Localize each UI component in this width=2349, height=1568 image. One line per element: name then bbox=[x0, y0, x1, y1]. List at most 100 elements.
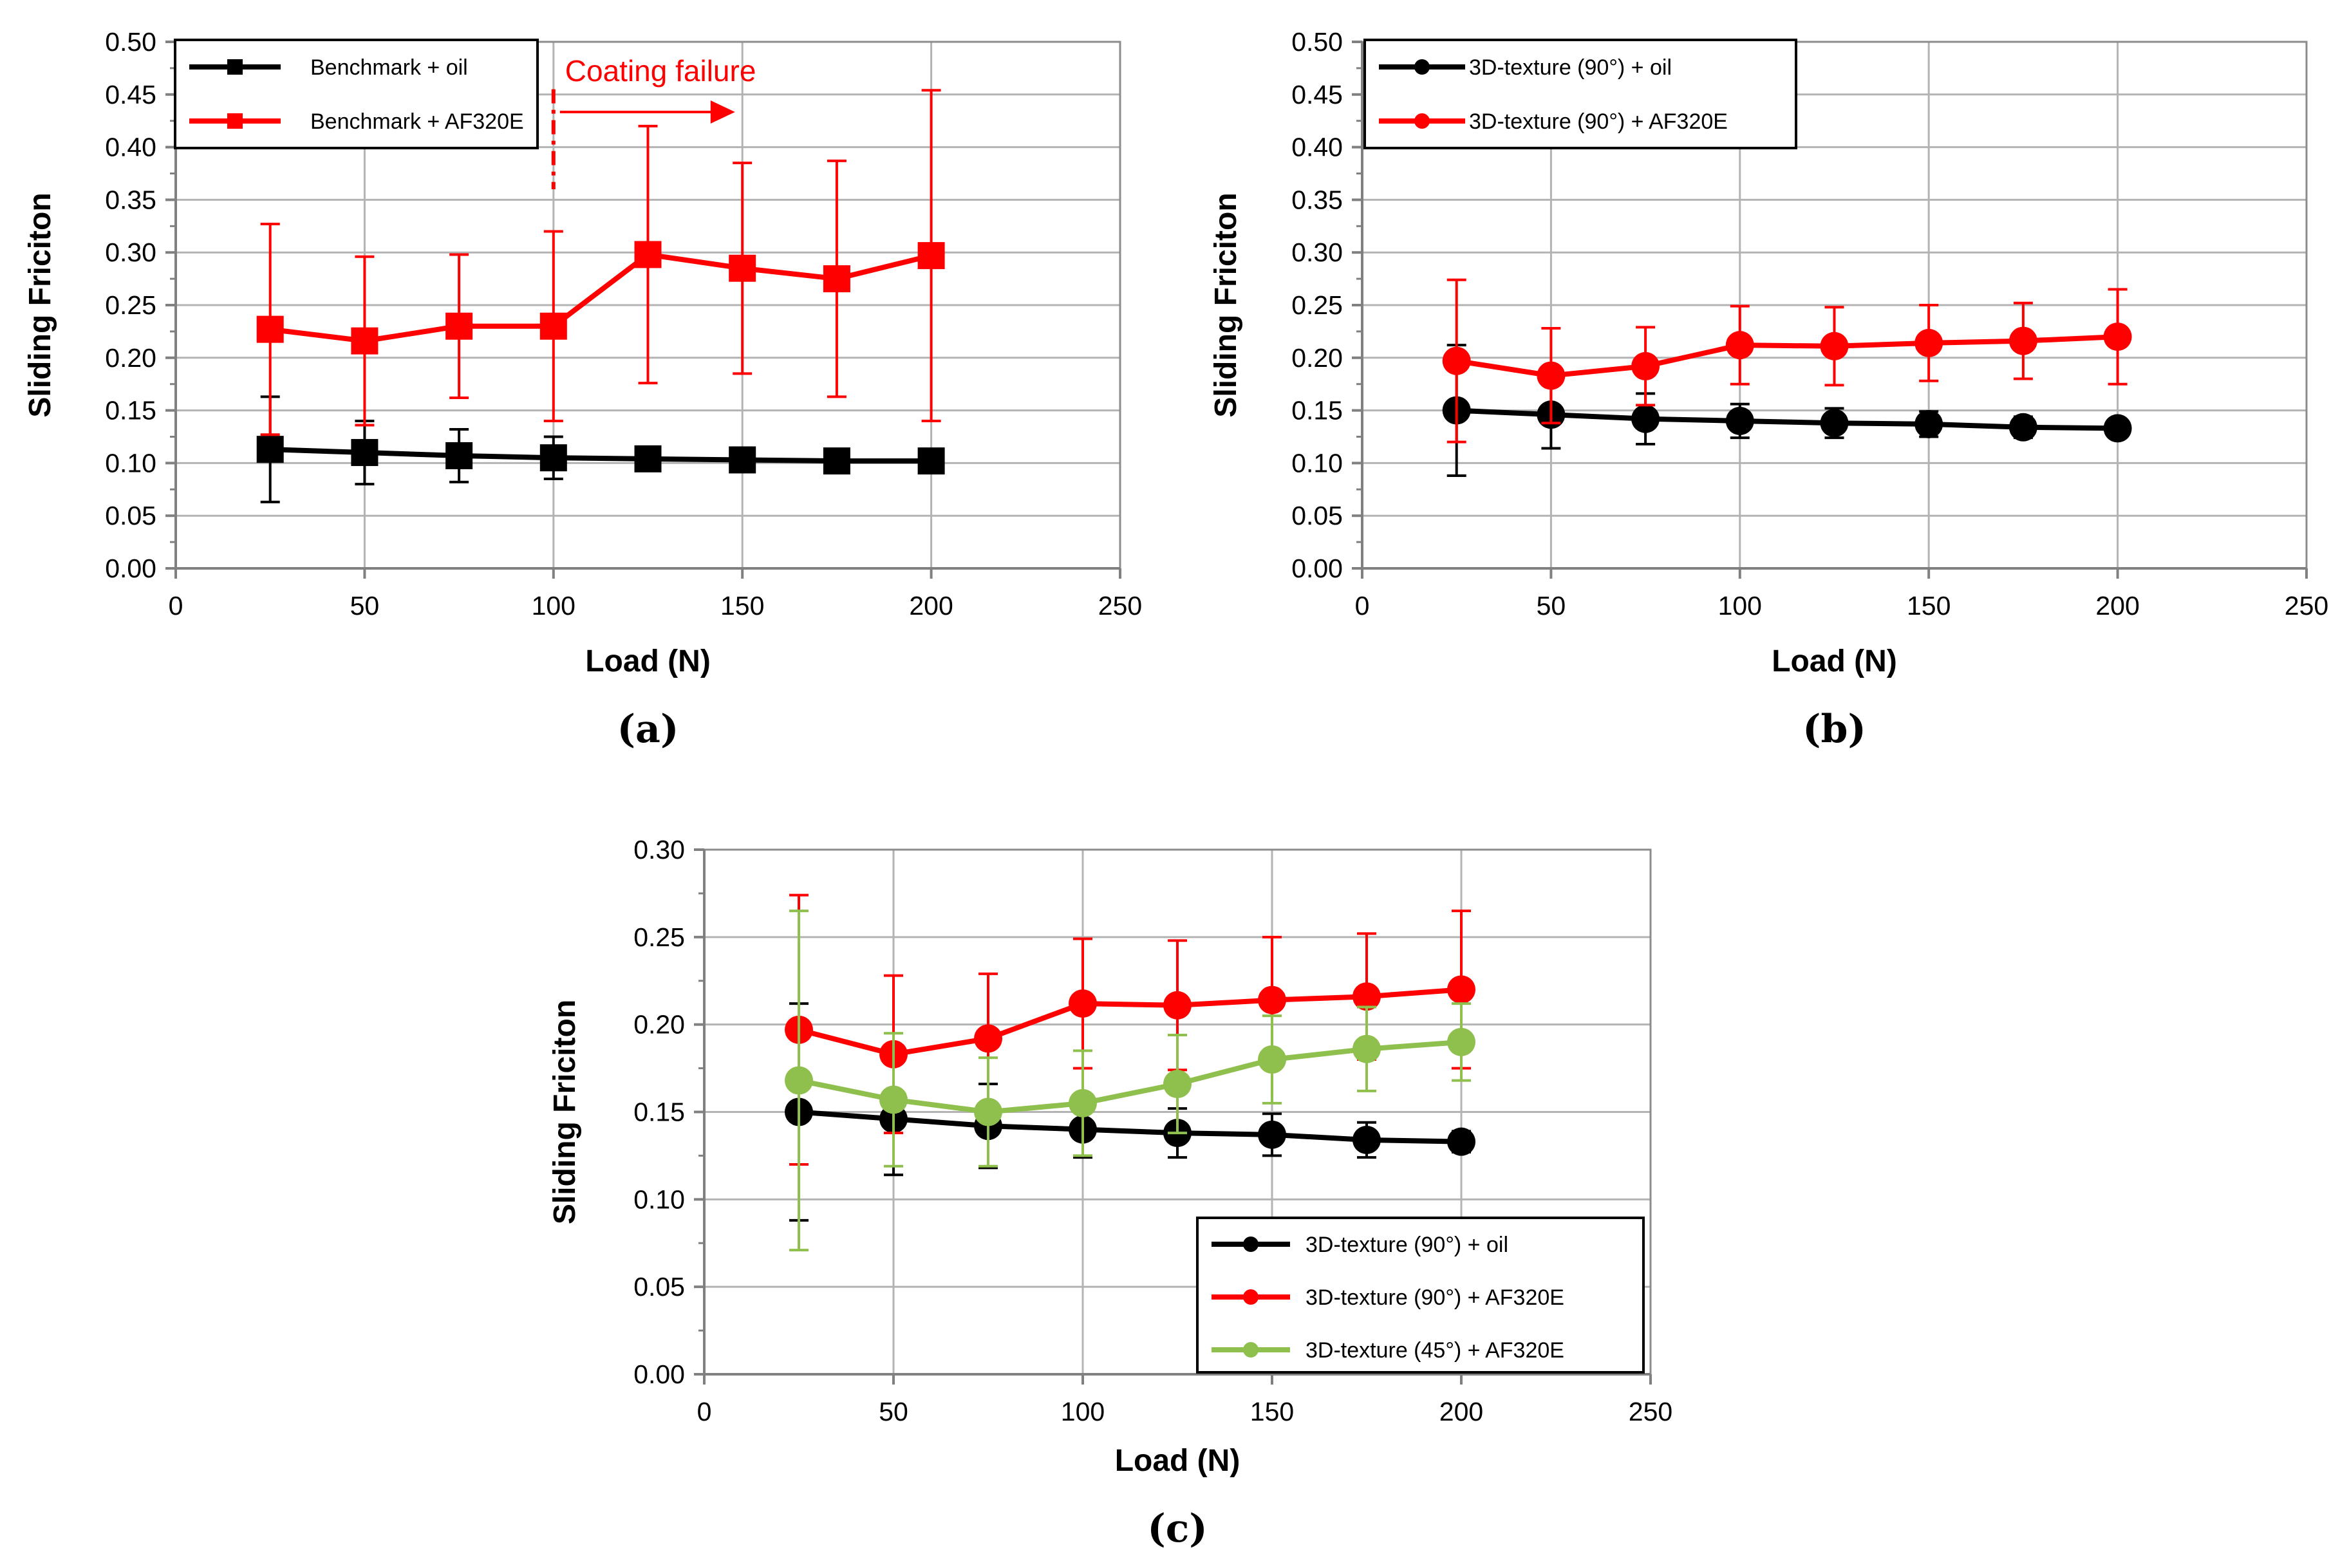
x-tick-label: 0 bbox=[697, 1397, 712, 1426]
x-axis-label: Load (N) bbox=[1115, 1444, 1240, 1478]
series-line bbox=[1456, 334, 2118, 378]
y-tick-label: 0.10 bbox=[1291, 448, 1343, 478]
y-tick-label: 0.00 bbox=[1291, 554, 1343, 583]
data-point bbox=[2008, 413, 2037, 442]
x-tick-label: 50 bbox=[879, 1397, 908, 1426]
data-point bbox=[351, 439, 379, 467]
data-point bbox=[445, 312, 473, 340]
x-tick-label: 100 bbox=[1718, 591, 1762, 621]
data-point bbox=[1069, 1088, 1097, 1117]
legend-swatch-marker bbox=[1243, 1289, 1259, 1305]
data-point bbox=[1163, 991, 1192, 1020]
data-point bbox=[2103, 322, 2132, 351]
data-point bbox=[539, 312, 567, 340]
y-tick-label: 0.20 bbox=[1291, 343, 1343, 373]
y-tick-label: 0.05 bbox=[1291, 501, 1343, 530]
legend-swatch-marker bbox=[227, 59, 243, 75]
y-tick-label: 0.00 bbox=[633, 1359, 685, 1389]
series-2 bbox=[1442, 278, 2132, 443]
data-point bbox=[1725, 406, 1754, 435]
data-point bbox=[1352, 1034, 1381, 1063]
data-point bbox=[1447, 1027, 1475, 1056]
x-tick-label: 0 bbox=[1355, 591, 1370, 621]
data-point bbox=[1258, 1120, 1286, 1149]
legend: Benchmark + oil Benchmark + AF320E bbox=[174, 39, 539, 149]
data-point bbox=[1447, 975, 1475, 1004]
data-point bbox=[1447, 1127, 1475, 1156]
data-point bbox=[823, 265, 850, 293]
panel-label: (a) bbox=[617, 707, 679, 752]
data-point bbox=[256, 315, 284, 343]
legend-entry-label: 3D-texture (90°) + AF320E bbox=[1469, 109, 1728, 134]
data-point bbox=[1258, 985, 1286, 1014]
y-tick-label: 0.50 bbox=[1291, 27, 1343, 57]
legend-swatch-marker bbox=[1243, 1342, 1259, 1358]
data-point bbox=[917, 242, 945, 270]
data-point bbox=[1069, 989, 1097, 1018]
x-tick-label: 150 bbox=[1250, 1397, 1294, 1426]
x-tick-label: 50 bbox=[350, 591, 380, 621]
data-point bbox=[1352, 982, 1381, 1011]
y-tick-label: 0.25 bbox=[633, 922, 685, 952]
x-tick-label: 100 bbox=[1061, 1397, 1105, 1426]
panel-b: 0.00 0.05 0.10 0.15 0.20 0.25 0.30 0.35 0.40 0.45… bbox=[1209, 27, 2328, 752]
legend-swatch-marker bbox=[1243, 1237, 1259, 1252]
y-tick-label: 0.50 bbox=[105, 27, 156, 57]
data-point bbox=[1820, 409, 1849, 438]
coating-failure-arrow-head bbox=[710, 100, 735, 124]
legend-entry-label: 3D-texture (45°) + AF320E bbox=[1306, 1338, 1564, 1363]
coating-failure-annotation: Coating failure bbox=[565, 54, 756, 88]
legend-swatch-marker bbox=[1414, 59, 1430, 75]
series-line bbox=[798, 1039, 1462, 1115]
series-3 bbox=[785, 910, 1475, 1252]
data-point bbox=[351, 327, 379, 355]
series-line bbox=[270, 447, 931, 464]
data-point bbox=[539, 444, 567, 472]
data-point bbox=[785, 1066, 813, 1095]
data-point bbox=[445, 442, 473, 469]
y-tick-label: 0.15 bbox=[105, 396, 156, 425]
data-point bbox=[1442, 346, 1471, 375]
x-axis-label: Load (N) bbox=[585, 644, 711, 678]
data-point bbox=[1163, 1070, 1192, 1099]
y-tick-label: 0.40 bbox=[1291, 133, 1343, 162]
data-point bbox=[823, 447, 850, 475]
x-tick-label: 200 bbox=[1439, 1397, 1483, 1426]
x-tick-label: 250 bbox=[1629, 1397, 1672, 1426]
series-2 bbox=[785, 893, 1475, 1166]
x-tick-label: 250 bbox=[1098, 591, 1142, 621]
y-axis-label: Sliding Friciton bbox=[23, 192, 57, 417]
data-point bbox=[634, 445, 662, 472]
x-axis-label: Load (N) bbox=[1772, 644, 1897, 678]
legend: 3D-texture (90°) + oil 3D-texture (90°) +… bbox=[1196, 1217, 1645, 1374]
legend: 3D-texture (90°) + oil 3D-texture (90°) +… bbox=[1363, 39, 1797, 149]
legend-entry-label: 3D-texture (90°) + oil bbox=[1306, 1233, 1508, 1257]
y-tick-label: 0.15 bbox=[633, 1097, 685, 1127]
legend-entry-label: 3D-texture (90°) + AF320E bbox=[1306, 1285, 1564, 1310]
y-tick-label: 0.30 bbox=[105, 238, 156, 267]
panel-c: 0.00 0.05 0.10 0.15 0.20 0.25 0.30 0 50 100 150 200… bbox=[548, 835, 1672, 1551]
x-tick-label: 200 bbox=[909, 591, 953, 621]
series-line bbox=[798, 987, 1462, 1057]
data-point bbox=[974, 1024, 1002, 1053]
panel-label: (c) bbox=[1147, 1506, 1207, 1551]
y-tick-label: 0.15 bbox=[1291, 396, 1343, 425]
y-tick-label: 0.30 bbox=[1291, 238, 1343, 267]
data-point bbox=[2103, 414, 2132, 443]
y-axis-label: Sliding Friciton bbox=[1209, 192, 1243, 417]
data-point bbox=[917, 447, 945, 475]
y-axis-label: Sliding Friciton bbox=[548, 1000, 582, 1224]
data-point bbox=[634, 241, 662, 268]
y-tick-label: 0.00 bbox=[105, 554, 156, 583]
series-1 bbox=[1442, 344, 2132, 478]
y-tick-label: 0.10 bbox=[105, 448, 156, 478]
data-point bbox=[1352, 1125, 1381, 1154]
data-point bbox=[1914, 409, 1943, 438]
series-line bbox=[798, 1109, 1462, 1144]
y-tick-label: 0.25 bbox=[1291, 290, 1343, 320]
legend-box bbox=[1363, 39, 1797, 149]
legend-box bbox=[174, 39, 539, 149]
data-point bbox=[729, 446, 756, 474]
panel-label: (b) bbox=[1802, 707, 1866, 752]
